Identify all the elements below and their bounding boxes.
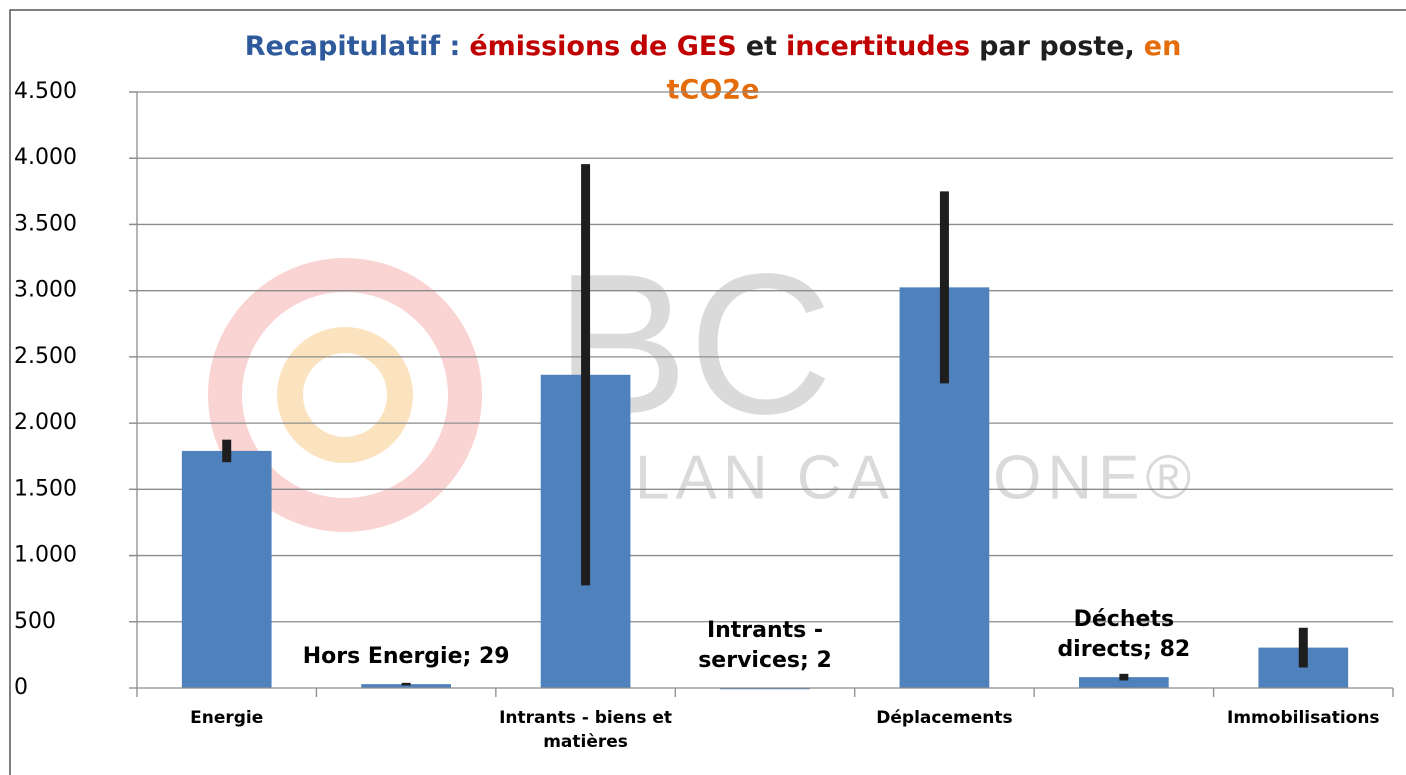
y-tick-label: 3.500 (14, 211, 77, 236)
chart-title: tCO2e (667, 75, 760, 106)
bar (1079, 677, 1169, 688)
y-tick-label: 4.000 (14, 145, 77, 170)
x-tick-label: Energie (190, 708, 264, 728)
watermark-logo (277, 327, 413, 463)
y-tick-label: 500 (14, 609, 56, 634)
x-tick-label: Immobilisations (1227, 708, 1380, 728)
data-label: Déchets directs; 82 (1057, 607, 1191, 663)
x-tick-label: Intrants - biens et matières (499, 708, 673, 752)
watermark-logo (208, 258, 482, 532)
frame (9, 9, 1406, 775)
data-label: Intrants - services; 2 (698, 617, 832, 673)
data-label: Hors Energie; 29 (302, 644, 510, 670)
y-tick-label: 1.000 (14, 543, 77, 568)
y-tick-label: 4.500 (14, 79, 77, 104)
title-part: par poste, (979, 31, 1135, 62)
title-part: incertitudes (786, 31, 970, 62)
bar (181, 450, 272, 688)
y-tick-label: 2.000 (14, 410, 77, 435)
bar (361, 684, 451, 688)
y-tick-label: 0 (14, 675, 28, 700)
title-part: Recapitulatif : (245, 31, 461, 62)
y-tick-label: 2.500 (14, 344, 77, 369)
title-part: et (746, 31, 777, 62)
title-part: émissions de GES (469, 31, 736, 62)
chart-title: Recapitulatif : émissions de GES et incerti… (245, 31, 1182, 62)
y-tick-label: 1.500 (14, 476, 77, 501)
title-part: en (1144, 31, 1182, 62)
y-tick-label: 3.000 (14, 278, 77, 303)
x-tick-label: Déplacements (876, 708, 1013, 728)
